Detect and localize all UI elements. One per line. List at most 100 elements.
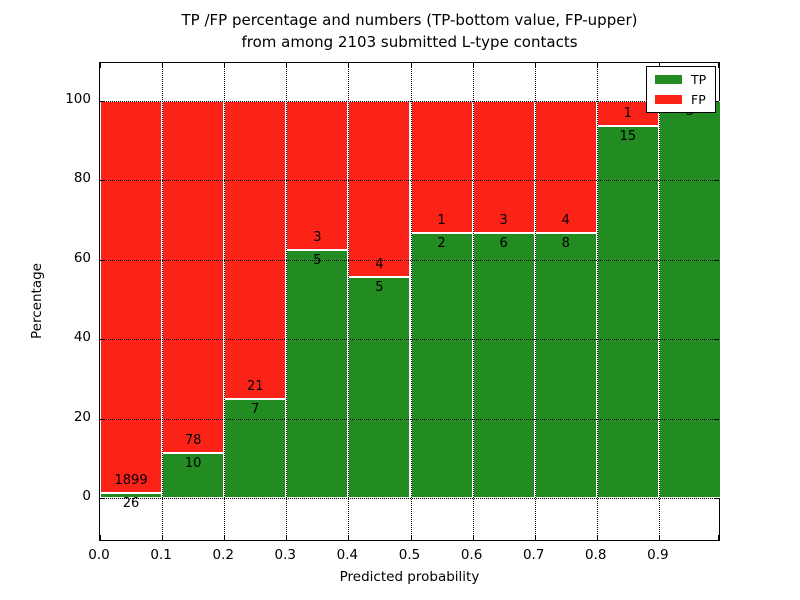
fp-count-label: 4: [561, 213, 570, 229]
y-tick-label: 40: [73, 329, 91, 346]
plot-area: 189926781021735451236481155 TP FP: [99, 62, 721, 541]
fp-count-label: 4: [375, 257, 384, 273]
y-tickmark: [100, 101, 105, 102]
y-tickmark: [714, 101, 719, 102]
x-tickmark: [658, 63, 660, 68]
x-tickmark: [534, 535, 536, 540]
y-tickmark: [714, 339, 719, 341]
y-tickmark: [100, 180, 105, 182]
tp-count-label: 5: [313, 252, 322, 268]
x-tickmark: [100, 63, 101, 68]
vertical-gridline: [534, 63, 536, 540]
bar-segment-tp: [596, 125, 659, 498]
bar-segment-fp: [472, 101, 535, 234]
x-tick-label: 0.7: [522, 547, 545, 563]
x-tick-label: 0.4: [336, 547, 359, 563]
x-tick-label: 0.2: [212, 547, 234, 563]
tp-count-label: 6: [499, 236, 508, 252]
x-tickmark: [286, 535, 288, 540]
x-tickmark: [100, 535, 101, 540]
chart-title-line1: TP /FP percentage and numbers (TP-bottom…: [181, 11, 638, 29]
bar-segment-tp: [410, 233, 473, 498]
y-tick-label: 80: [73, 170, 91, 187]
fp-count-label: 3: [313, 229, 322, 245]
horizontal-gridline: [100, 418, 719, 420]
vertical-gridline: [410, 63, 412, 540]
x-tickmark: [162, 535, 164, 540]
chart-title: TP /FP percentage and numbers (TP-bottom…: [99, 9, 720, 53]
fp-count-label: 1: [437, 213, 446, 229]
horizontal-gridline: [100, 259, 719, 261]
bar-segment-fp: [162, 101, 225, 453]
bar-segment-fp: [348, 101, 411, 278]
bar-segment-tp: [534, 233, 597, 498]
x-tickmark: [596, 535, 598, 540]
tp-legend-label: TP: [691, 72, 707, 87]
x-tickmark: [410, 535, 412, 540]
x-tickmark: [348, 63, 350, 68]
y-axis-label: Percentage: [29, 263, 45, 339]
vertical-gridline: [286, 63, 288, 540]
horizontal-gridline: [100, 498, 719, 499]
tp-count-label: 10: [184, 455, 202, 471]
y-tickmark: [100, 418, 105, 420]
fp-legend-swatch: [655, 95, 682, 104]
x-tick-label: 0.9: [647, 547, 669, 563]
vertical-gridline: [596, 63, 598, 540]
bar-segment-tp: [658, 101, 721, 498]
x-tick-label: 0.3: [274, 547, 297, 563]
x-tickmark: [658, 535, 660, 540]
horizontal-gridline: [100, 101, 719, 102]
x-tickmark: [472, 535, 474, 540]
y-tick-label: 0: [82, 488, 91, 504]
x-tickmark: [410, 63, 412, 68]
legend: TP FP: [646, 66, 717, 113]
fp-count-label: 3: [499, 213, 508, 229]
x-axis-label: Predicted probability: [339, 569, 480, 585]
tp-legend-swatch: [655, 75, 682, 84]
x-tick-label: 0.6: [460, 547, 483, 563]
y-tickmark: [714, 180, 719, 182]
y-tick-label: 100: [65, 91, 91, 107]
x-tick-label: 0.1: [150, 547, 172, 563]
tp-count-label: 5: [375, 280, 384, 296]
vertical-gridline: [348, 63, 350, 540]
bar-segment-fp: [100, 101, 163, 493]
tp-count-label: 7: [251, 401, 260, 417]
tp-count-label: 2: [437, 236, 446, 252]
legend-entry-fp: FP: [655, 93, 706, 106]
y-tickmark: [714, 498, 719, 499]
x-tick-label: 0.0: [88, 547, 110, 563]
legend-entry-tp: TP: [655, 73, 706, 86]
fp-count-label: 78: [184, 432, 202, 448]
tp-count-label: 8: [561, 236, 570, 252]
x-tickmark: [162, 63, 164, 68]
bar-segment-tp: [472, 233, 535, 498]
y-tickmark: [100, 259, 105, 261]
bar-segment-fp: [286, 101, 349, 250]
x-tickmark: [472, 63, 474, 68]
x-tick-label: 0.5: [398, 547, 421, 563]
chart-title-line2: from among 2103 submitted L-type contact…: [241, 33, 578, 51]
tp-count-label: 26: [122, 495, 140, 511]
x-tick-label: 0.8: [585, 547, 607, 563]
vertical-gridline: [658, 63, 660, 540]
vertical-gridline: [224, 63, 226, 540]
y-tick-label: 60: [73, 249, 91, 266]
x-tickmark: [534, 63, 536, 68]
x-tickmark: [348, 535, 350, 540]
bar-segment-fp: [224, 101, 287, 399]
bar-segment-tp: [286, 249, 349, 498]
horizontal-gridline: [100, 339, 719, 341]
bar-segment-tp: [348, 277, 411, 498]
fp-count-label: 1899: [114, 472, 148, 488]
y-tick-label: 20: [73, 408, 91, 425]
vertical-gridline: [162, 63, 164, 540]
bar-segment-tp: [100, 492, 163, 498]
fp-count-label: 21: [246, 378, 264, 394]
y-tickmark: [714, 418, 719, 420]
y-tickmark: [100, 339, 105, 341]
horizontal-gridline: [100, 180, 719, 182]
x-tickmark: [224, 63, 226, 68]
